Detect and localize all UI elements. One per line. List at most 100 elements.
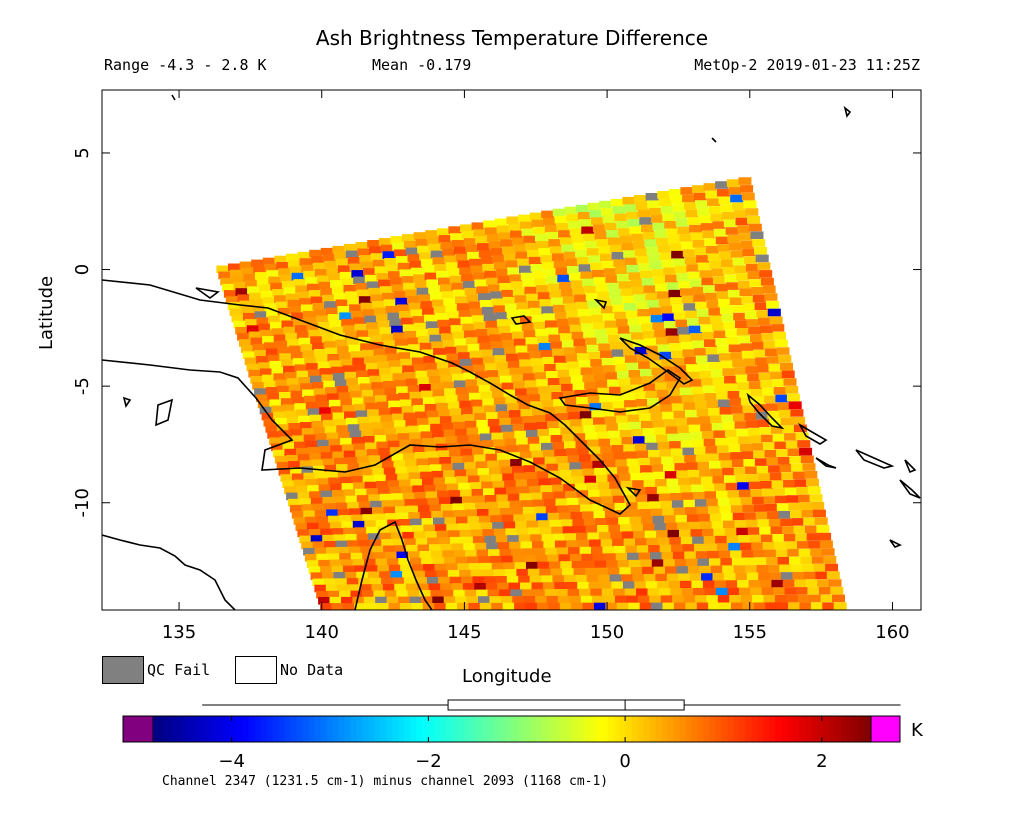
swath-cell <box>472 536 486 544</box>
swath-cell <box>542 356 556 365</box>
swath-cell <box>600 253 613 262</box>
swath-cell <box>576 301 589 310</box>
swath-cell <box>282 442 296 451</box>
swath-cell <box>789 456 803 464</box>
swath-cell <box>788 602 802 610</box>
swath-cell <box>512 465 525 474</box>
swath-cell <box>610 437 623 446</box>
swath-cell <box>684 356 698 365</box>
colorbar-segment <box>398 716 405 742</box>
swath-cell <box>606 230 620 238</box>
swath-cell <box>390 366 404 375</box>
swath-cell <box>462 414 476 422</box>
swath-cell <box>711 521 725 529</box>
swath-cell <box>478 293 492 301</box>
swath-cell <box>286 378 300 386</box>
swath-cell <box>669 243 683 251</box>
swath-cell <box>359 255 373 263</box>
colorbar-segment <box>649 716 657 742</box>
swath-cell <box>659 449 673 457</box>
swath-cell <box>635 301 649 310</box>
swath-cell <box>272 289 286 297</box>
swath-cell <box>233 320 247 329</box>
swath-cell <box>362 309 376 317</box>
colorbar-segment <box>440 716 447 742</box>
swath-cell <box>552 208 566 217</box>
swath-cell <box>648 307 662 316</box>
swath-cell <box>536 602 550 610</box>
swath-cell <box>329 320 343 329</box>
swath-cell <box>643 383 657 391</box>
swath-cell <box>347 257 361 265</box>
swath-cell <box>809 494 823 502</box>
swath-cell <box>802 463 816 471</box>
swath-cell <box>490 341 504 349</box>
swath-cell <box>621 437 635 445</box>
swath-cell <box>267 354 281 363</box>
swath-cell <box>684 455 698 463</box>
swath-cell <box>487 589 501 598</box>
swath-cell <box>466 294 480 303</box>
swath-cell <box>592 553 606 562</box>
swath-cell <box>456 516 469 525</box>
swath-cell <box>325 387 339 395</box>
swath-cell <box>763 594 777 603</box>
swath-cell <box>457 602 470 610</box>
swath-cell <box>241 306 255 315</box>
swath-cell <box>737 482 751 490</box>
swath-cell <box>388 564 402 573</box>
swath-cell <box>635 202 649 210</box>
swath-cell <box>560 333 574 341</box>
swath-cell <box>678 477 692 486</box>
swath-cell <box>309 249 323 258</box>
swath-cell <box>695 355 709 364</box>
swath-cell <box>579 454 593 463</box>
swath-cell <box>714 580 728 588</box>
swath-cell <box>668 485 682 494</box>
swath-cell <box>626 458 640 467</box>
swath-cell <box>712 221 726 229</box>
swath-cell <box>523 330 537 338</box>
swath-cell <box>535 422 549 430</box>
swath-cell <box>702 385 716 394</box>
swath-cell <box>769 572 783 580</box>
swath-cell <box>459 400 473 409</box>
swath-cell <box>294 364 308 372</box>
swath-cell <box>623 444 637 452</box>
swath-cell <box>527 344 541 352</box>
swath-cell <box>487 418 501 427</box>
swath-cell <box>546 371 559 379</box>
swath-cell <box>318 281 332 290</box>
swath-cell <box>623 348 637 356</box>
swath-cell <box>371 341 385 350</box>
swath-cell <box>353 276 367 285</box>
swath-cell <box>749 435 763 444</box>
swath-cell <box>671 544 685 552</box>
colorbar-segment <box>206 716 214 742</box>
swath-cell <box>686 462 699 470</box>
swath-cell <box>522 416 536 424</box>
swath-cell <box>729 398 743 407</box>
swath-cell <box>699 270 713 278</box>
swath-cell <box>584 285 597 294</box>
swath-cell <box>420 431 434 439</box>
swath-cell <box>618 378 632 386</box>
swath-cell <box>730 194 744 203</box>
swath-cell <box>572 382 586 391</box>
swath-cell <box>516 395 530 403</box>
swath-cell <box>239 339 252 347</box>
swath-cell <box>692 240 706 248</box>
swath-cell <box>503 389 517 398</box>
swath-cell <box>642 566 656 575</box>
swath-cell <box>517 258 531 267</box>
swath-cell <box>563 251 577 260</box>
swath-cell <box>639 602 653 610</box>
swath-cell <box>284 410 298 419</box>
swath-cell <box>396 551 410 560</box>
swath-cell <box>399 399 413 408</box>
swath-cell <box>431 341 445 349</box>
swath-cell <box>446 483 460 492</box>
swath-cell <box>566 405 580 413</box>
swath-cell <box>389 525 403 534</box>
swath-cell <box>674 211 687 220</box>
